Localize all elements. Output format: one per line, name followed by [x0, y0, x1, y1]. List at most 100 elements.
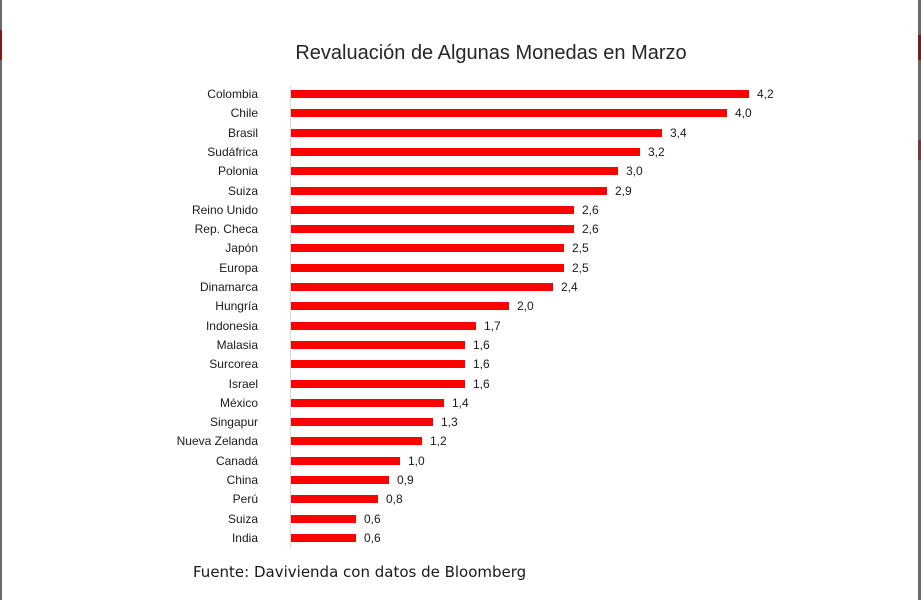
bar: [291, 476, 389, 484]
category-label: Hungría: [215, 299, 258, 314]
data-value-label: 1,6: [473, 337, 490, 352]
data-value-label: 2,6: [582, 222, 599, 237]
bar-row: Suiza 2,9: [0, 182, 900, 201]
bar: [291, 456, 400, 465]
bar-row: Suiza 0,6: [0, 510, 900, 529]
category-label: India: [231, 530, 258, 545]
category-label: Dinamarca: [199, 280, 258, 294]
bar-row: Europa 2,5: [0, 259, 900, 278]
bar-row: China 0,9: [0, 471, 900, 490]
bar: [291, 244, 564, 253]
chart-title: Revaluación de Algunas Monedas en Marzo: [295, 42, 687, 64]
bar-row: Singapur 1,3: [0, 413, 900, 432]
category-label: China: [226, 473, 258, 487]
category-label: Canadá: [215, 453, 258, 468]
data-value-label: 3,4: [670, 125, 687, 140]
category-label: Japón: [225, 241, 258, 256]
category-label: Nueva Zelanda: [176, 434, 258, 449]
bar-row: Rep. Checa 2,6: [0, 220, 900, 239]
data-value-label: 1,4: [452, 395, 469, 410]
source-note: Fuente: Davivienda con datos de Bloomber…: [193, 563, 527, 581]
category-label: Europa: [219, 260, 258, 275]
category-label: Suiza: [227, 511, 258, 526]
category-label: Surcorea: [209, 357, 258, 372]
bar: [291, 186, 607, 195]
data-value-label: 0,6: [364, 511, 381, 526]
data-value-label: 2,5: [572, 260, 589, 275]
bar-row: Hungría 2,0: [0, 297, 900, 316]
bar: [291, 225, 574, 234]
bar: [291, 379, 465, 388]
bar-row: Canadá 1,0: [0, 452, 900, 471]
window-frame-left-accent: [0, 30, 2, 60]
bar: [291, 340, 465, 349]
bar-row: Surcorea 1,6: [0, 355, 900, 374]
bar: [291, 398, 444, 407]
bar: [291, 495, 378, 504]
bar-row: Polonia 3,0: [0, 162, 900, 181]
data-value-label: 2,0: [517, 299, 534, 314]
data-value-label: 2,4: [561, 280, 578, 294]
data-value-label: 3,0: [626, 164, 643, 179]
category-label: Suiza: [227, 183, 258, 198]
bar-row: India 0,6: [0, 529, 900, 548]
bar: [291, 360, 465, 369]
bar: [291, 437, 422, 446]
data-value-label: 1,7: [484, 318, 501, 333]
data-value-label: 0,8: [386, 492, 403, 507]
category-label: Brasil: [227, 125, 258, 140]
bar: [291, 109, 727, 118]
bar: [291, 321, 476, 330]
data-value-label: 4,2: [757, 87, 774, 101]
bar-row: Perú 0,8: [0, 490, 900, 509]
bar-row: Nueva Zelanda 1,2: [0, 432, 900, 451]
bar: [291, 514, 356, 523]
bar-row: Japón 2,5: [0, 239, 900, 258]
data-value-label: 1,6: [473, 357, 490, 372]
data-value-label: 2,5: [572, 241, 589, 256]
category-label: Sudáfrica: [207, 144, 258, 159]
bar-row: Brasil 3,4: [0, 124, 900, 143]
bar: [291, 283, 553, 291]
bar-row: Reino Unido 2,6: [0, 201, 900, 220]
bar: [291, 302, 509, 311]
category-label: Colombia: [207, 87, 258, 101]
bar: [291, 205, 574, 214]
bar: [291, 263, 564, 272]
bar: [291, 167, 618, 176]
bar-row: Israel 1,6: [0, 375, 900, 394]
bar-row: Dinamarca 2,4: [0, 278, 900, 297]
category-label: Israel: [228, 376, 258, 391]
bar-row: Sudáfrica 3,2: [0, 143, 900, 162]
window-frame-right-accent-2: [918, 140, 921, 160]
data-value-label: 1,2: [430, 434, 447, 449]
bar-row: Chile 4,0: [0, 104, 900, 123]
data-value-label: 1,0: [408, 453, 425, 468]
category-label: Malasia: [216, 337, 258, 352]
window-frame-right-accent: [918, 35, 921, 60]
bar-row: Indonesia 1,7: [0, 317, 900, 336]
bar-row: México 1,4: [0, 394, 900, 413]
data-value-label: 1,3: [441, 415, 458, 430]
data-value-label: 0,6: [364, 530, 381, 545]
data-value-label: 2,9: [615, 183, 632, 198]
category-label: México: [219, 395, 258, 410]
category-label: Polonia: [217, 164, 258, 179]
category-label: Perú: [232, 492, 258, 507]
category-label: Reino Unido: [191, 202, 258, 217]
data-value-label: 1,6: [473, 376, 490, 391]
data-value-label: 2,6: [582, 202, 599, 217]
bar: [291, 533, 356, 542]
data-value-label: 0,9: [397, 473, 414, 487]
window-frame-left: [0, 0, 2, 600]
category-label: Chile: [230, 106, 258, 121]
data-value-label: 4,0: [735, 106, 752, 121]
category-label: Indonesia: [205, 318, 258, 333]
bar: [291, 128, 662, 137]
bar: [291, 418, 433, 427]
category-label: Singapur: [209, 415, 258, 430]
category-label: Rep. Checa: [194, 222, 258, 237]
bar-row: Malasia 1,6: [0, 336, 900, 355]
data-value-label: 3,2: [648, 144, 665, 159]
category-axis-line: [290, 86, 291, 548]
